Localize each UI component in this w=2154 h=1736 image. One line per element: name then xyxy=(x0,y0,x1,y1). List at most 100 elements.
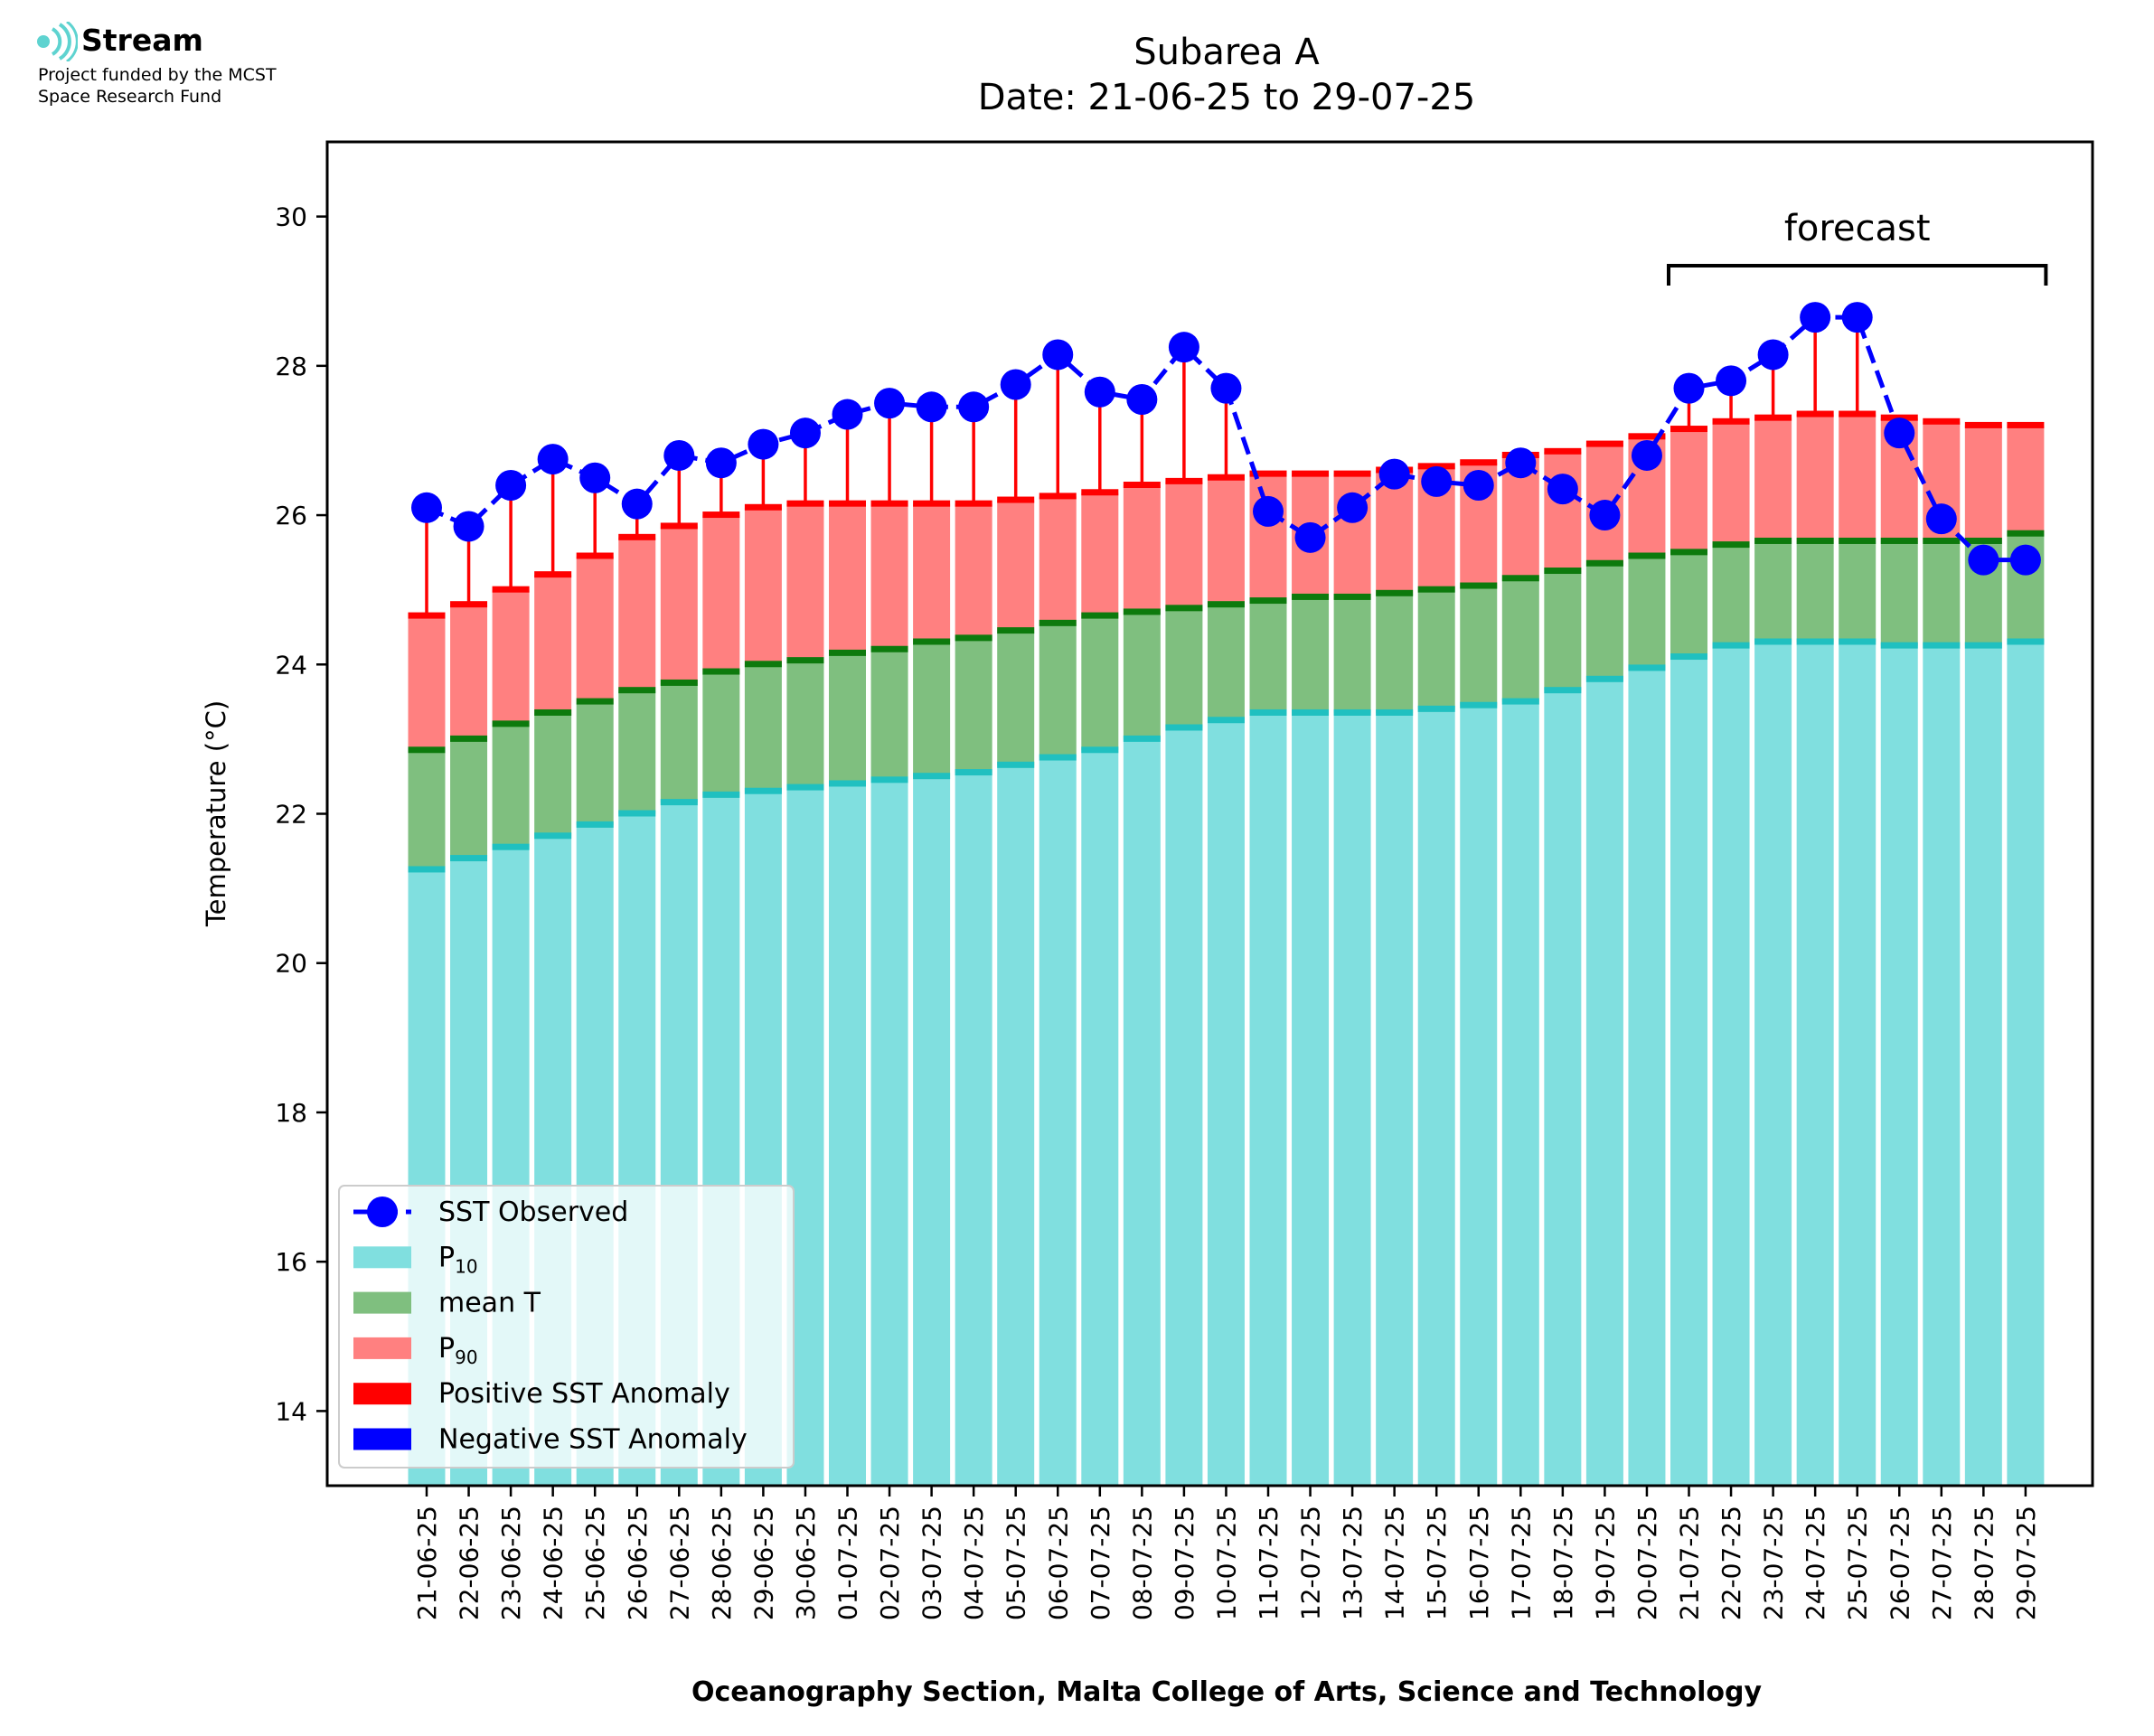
bar-p90 xyxy=(1207,477,1245,605)
bar-mean-t-edge xyxy=(829,649,866,656)
bar-p90 xyxy=(1712,421,1750,546)
bar-p90-edge xyxy=(1628,433,1666,440)
legend-p10-label: P10 xyxy=(438,1242,478,1277)
sst-observed-point xyxy=(1084,376,1115,408)
bar-mean-t xyxy=(1754,540,1792,643)
bar-p10-edge xyxy=(1292,708,1330,716)
bar-p90 xyxy=(913,503,951,643)
sst-observed-point xyxy=(1210,372,1242,404)
x-tick-label: 21-07-25 xyxy=(1675,1506,1705,1620)
x-tick-label: 23-07-25 xyxy=(1759,1506,1789,1620)
legend-p10-swatch xyxy=(353,1246,411,1269)
bar-mean-t-edge xyxy=(1712,541,1750,549)
chart-subtitle: Date: 21-06-25 to 29-07-25 xyxy=(978,77,1476,118)
bar-p90 xyxy=(786,503,824,662)
sst-observed-point xyxy=(495,470,527,502)
bar-p10-edge xyxy=(1670,653,1707,661)
bar-mean-t-edge xyxy=(870,645,908,652)
bar-p10-edge xyxy=(1081,746,1119,754)
sst-observed-point xyxy=(663,439,695,471)
bar-p90 xyxy=(1796,414,1834,541)
bar-mean-t xyxy=(1123,612,1161,739)
bar-p10 xyxy=(1544,690,1582,1486)
bar-mean-t xyxy=(1292,596,1330,713)
bar-mean-t xyxy=(1333,596,1371,713)
legend-positive-anomaly-label: Positive SST Anomaly xyxy=(438,1378,730,1410)
bar-mean-t-edge xyxy=(1417,586,1455,593)
y-tick-label: 14 xyxy=(275,1396,307,1426)
y-axis: 14 16 18 20 22 24 26 28 30 xyxy=(275,202,327,1426)
x-tick-label: 28-06-25 xyxy=(707,1506,737,1620)
bar-p10-edge xyxy=(1628,664,1666,671)
x-tick-label: 10-07-25 xyxy=(1211,1506,1241,1620)
bar-p90 xyxy=(1123,485,1161,613)
bar-p10 xyxy=(870,780,908,1486)
x-axis: 21-06-25 22-06-25 23-06-25 24-06-25 25-06-25… xyxy=(412,1486,2041,1620)
bar-mean-t-edge xyxy=(1039,619,1077,626)
bar-mean-t xyxy=(408,750,446,870)
bar-p90 xyxy=(997,500,1035,632)
logo-funding-line-2: Space Research Fund xyxy=(38,87,222,107)
sst-observed-point xyxy=(1547,474,1578,505)
bar-p10 xyxy=(1839,642,1877,1486)
x-tick-label: 13-07-25 xyxy=(1338,1506,1368,1620)
sst-observed-point xyxy=(1000,369,1031,400)
bar-p10 xyxy=(955,773,992,1486)
bar-mean-t xyxy=(1544,571,1582,691)
y-tick-label: 18 xyxy=(275,1098,307,1128)
sst-observed-point xyxy=(1421,465,1453,497)
bar-mean-t-edge xyxy=(744,661,782,668)
bar-mean-t xyxy=(702,671,740,795)
x-tick-label: 04-07-25 xyxy=(959,1506,989,1620)
sst-observed-point xyxy=(748,428,779,460)
forecast-bracket xyxy=(1667,264,2048,286)
bar-p10 xyxy=(2007,642,2045,1486)
legend-sst-observed-label: SST Observed xyxy=(438,1196,628,1228)
bar-p90 xyxy=(1670,429,1707,553)
logo-name: Stream xyxy=(81,23,203,58)
bar-mean-t-edge xyxy=(576,698,614,705)
sst-observed-point xyxy=(789,418,821,449)
bar-mean-t xyxy=(1628,556,1666,669)
bar-mean-t xyxy=(1039,623,1077,758)
bar-mean-t-edge xyxy=(997,627,1035,634)
sst-observed-point xyxy=(1378,458,1410,490)
bar-mean-t xyxy=(1712,545,1750,646)
bar-p10 xyxy=(1501,701,1539,1486)
bar-p10 xyxy=(1292,712,1330,1486)
y-tick-label: 28 xyxy=(275,352,307,381)
bar-p10-edge xyxy=(1880,642,1918,649)
bar-p90 xyxy=(1544,451,1582,572)
bar-p10-edge xyxy=(1964,642,2002,649)
bar-mean-t xyxy=(955,638,992,774)
sst-observed-point xyxy=(579,462,611,493)
sst-observed-point xyxy=(1294,521,1326,553)
x-tick-label: 02-07-25 xyxy=(875,1506,905,1620)
bar-p90 xyxy=(955,503,992,639)
bar-mean-t-edge xyxy=(2007,530,2045,537)
bar-p10-edge xyxy=(1796,638,1834,645)
sst-observed-point xyxy=(1337,492,1369,523)
forecast-annotation: forecast xyxy=(1667,208,2048,286)
x-tick-label: 27-06-25 xyxy=(664,1506,694,1620)
x-tick-label: 06-07-25 xyxy=(1043,1506,1073,1620)
bar-p10-edge xyxy=(1501,698,1539,705)
bar-p90-edge xyxy=(2007,421,2045,428)
bar-p90 xyxy=(1754,418,1792,541)
bar-p10 xyxy=(1670,657,1707,1486)
x-tick-label: 19-07-25 xyxy=(1590,1506,1620,1620)
bar-p10-edge xyxy=(955,769,992,776)
x-tick-label: 25-06-25 xyxy=(580,1506,610,1620)
bar-p10-edge xyxy=(1333,708,1371,716)
bar-mean-t xyxy=(829,652,866,784)
sst-observed-point xyxy=(1168,332,1199,363)
x-tick-label: 29-06-25 xyxy=(748,1506,778,1620)
bar-p10-edge xyxy=(997,761,1035,768)
bar-mean-t-edge xyxy=(1249,597,1287,605)
x-tick-label: 28-07-25 xyxy=(1969,1506,1999,1620)
x-tick-label: 07-07-25 xyxy=(1086,1506,1115,1620)
x-tick-label: 11-07-25 xyxy=(1254,1506,1284,1620)
y-tick-label: 30 xyxy=(275,202,307,232)
sst-observed-point xyxy=(1757,339,1789,371)
sst-observed-point xyxy=(1505,447,1537,479)
